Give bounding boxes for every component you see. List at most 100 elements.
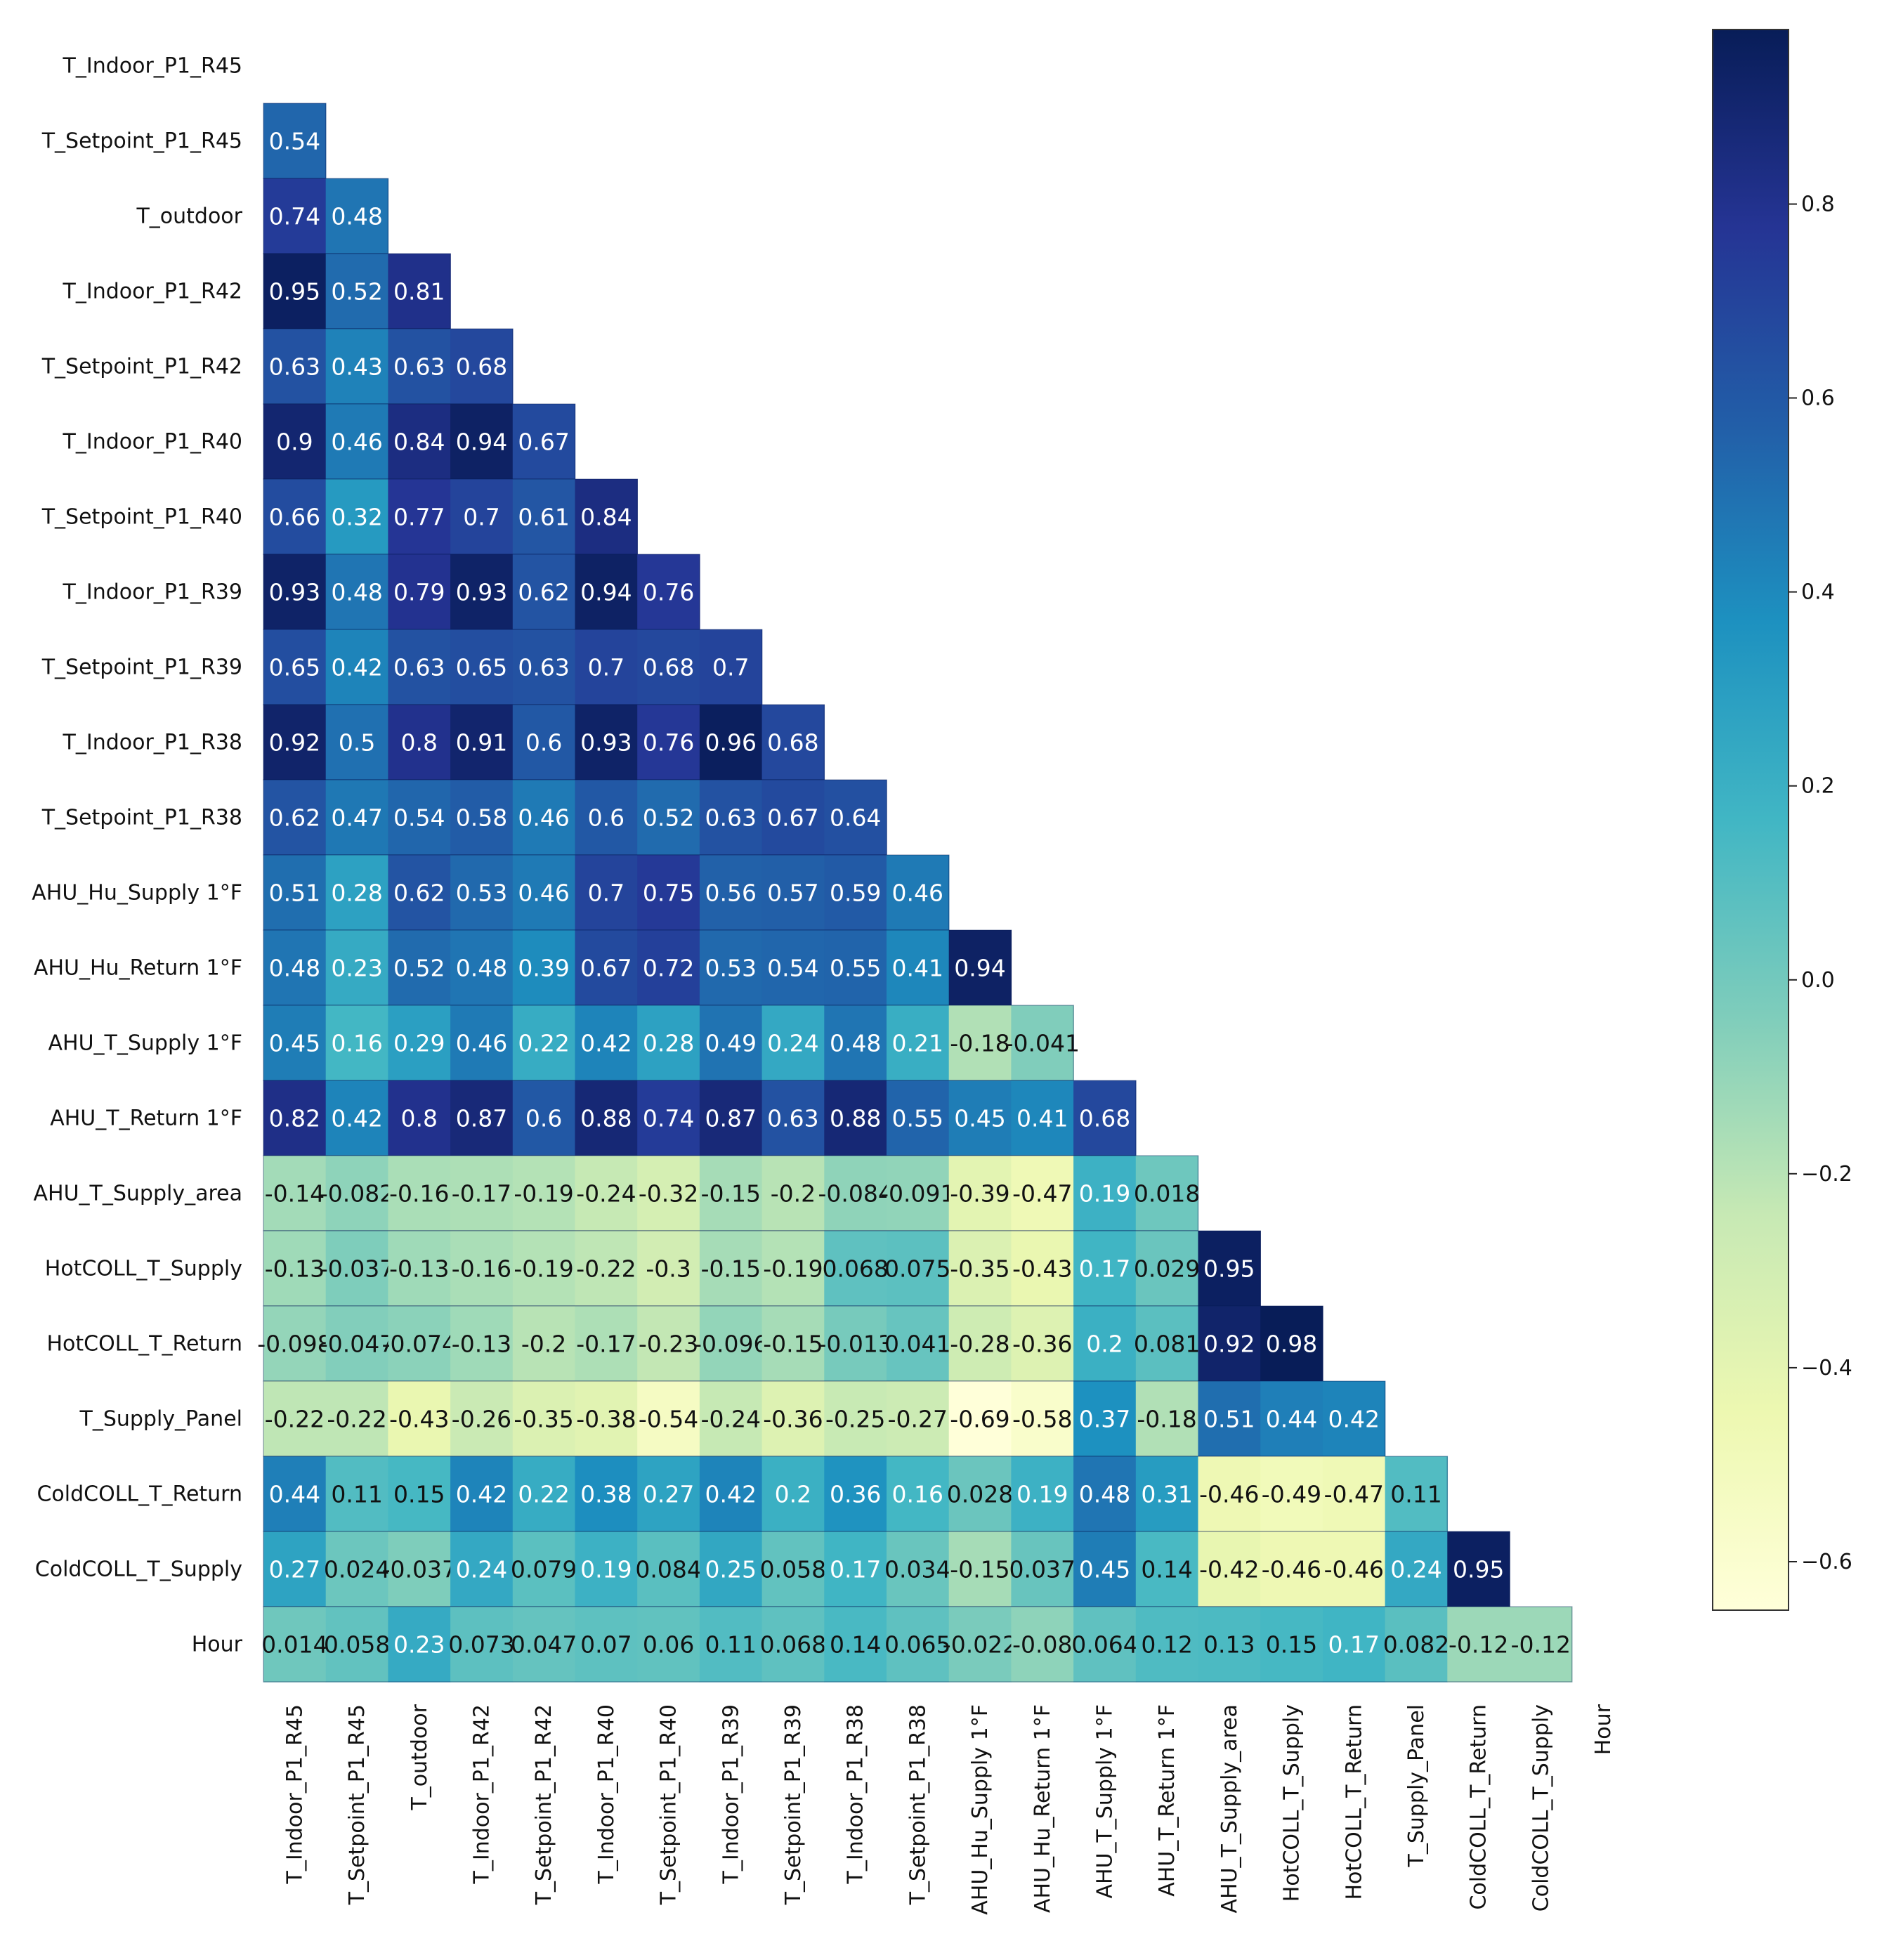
heatmap-cell: [388, 705, 451, 780]
cell-value-label: 0.43: [331, 353, 382, 381]
heatmap-cell: [1198, 1381, 1261, 1457]
heatmap-cell: [388, 1080, 451, 1156]
y-tick-label: T_Setpoint_P1_R45: [41, 129, 242, 154]
heatmap-cell: [450, 855, 514, 931]
cell-value-label: -0.27: [888, 1406, 948, 1433]
cell-value-label: 0.018: [1134, 1180, 1200, 1208]
heatmap-cell: [699, 1456, 763, 1532]
heatmap-cell: [450, 1231, 514, 1307]
cell-value-label: 0.53: [456, 880, 507, 907]
heatmap-cell: [948, 1156, 1012, 1231]
colorbar-tick-label: 0.8: [1801, 192, 1835, 217]
cell-value-label: 0.068: [822, 1255, 888, 1283]
cell-value-label: 0.014: [261, 1631, 327, 1659]
heatmap-cell: [388, 404, 451, 480]
heatmap-cell: [1198, 1231, 1261, 1307]
cell-value-label: 0.45: [954, 1105, 1005, 1132]
x-tick-label: T_Setpoint_P1_R39: [781, 1704, 806, 1905]
y-tick-label: T_Indoor_P1_R40: [63, 430, 242, 455]
heatmap-cell: [325, 554, 388, 630]
cell-value-label: 0.48: [1079, 1481, 1130, 1508]
heatmap-cell: [699, 1005, 763, 1081]
heatmap-cell: [512, 1531, 576, 1607]
x-tick-label: AHU_Hu_Return 1°F: [1031, 1704, 1055, 1913]
cell-value-label: -0.08: [1012, 1631, 1072, 1659]
cell-value-label: 0.92: [1203, 1331, 1255, 1358]
cell-value-label: 0.16: [892, 1481, 943, 1508]
heatmap-cell: [388, 1456, 451, 1532]
heatmap-cell: [388, 1306, 451, 1382]
heatmap-cell: [1135, 1306, 1199, 1382]
cell-value-label: -0.47: [1324, 1481, 1384, 1508]
heatmap-cell: [263, 178, 327, 254]
cell-value-label: 0.94: [954, 955, 1005, 982]
heatmap-cell: [325, 404, 388, 480]
cell-value-label: -0.2: [771, 1180, 816, 1208]
cell-value-label: -0.39: [950, 1180, 1009, 1208]
cell-value-label: -0.19: [763, 1255, 823, 1283]
heatmap-cell: [948, 1381, 1012, 1457]
cell-value-label: 0.082: [1383, 1631, 1449, 1659]
heatmap-cell: [761, 1080, 825, 1156]
heatmap-cell: [263, 930, 327, 1006]
heatmap-cell: [637, 1080, 700, 1156]
cell-value-label: 0.94: [580, 579, 632, 606]
heatmap-cell: [1385, 1607, 1448, 1683]
cell-value-label: -0.38: [576, 1406, 636, 1433]
heatmap-cell: [699, 705, 763, 780]
cell-value-label: 0.53: [705, 955, 757, 982]
heatmap-cell: [1073, 1231, 1137, 1307]
heatmap-cell: [325, 780, 388, 856]
cell-value-label: 0.24: [767, 1030, 818, 1057]
cell-value-label: 0.15: [393, 1481, 445, 1508]
cell-value-label: 0.16: [331, 1030, 382, 1057]
cell-value-label: -0.013: [818, 1331, 893, 1358]
cell-value-label: -0.43: [389, 1406, 449, 1433]
heatmap-cell: [637, 780, 700, 856]
cell-value-label: 0.19: [1016, 1481, 1068, 1508]
cell-value-label: 0.95: [269, 278, 320, 306]
y-tick-label: AHU_Hu_Return 1°F: [34, 956, 242, 981]
heatmap-cell: [450, 629, 514, 705]
cell-value-label: 0.54: [269, 128, 320, 155]
cell-value-label: 0.75: [643, 880, 694, 907]
heatmap-cell: [263, 1531, 327, 1607]
cell-value-label: 0.63: [705, 804, 757, 832]
heatmap-cell: [263, 855, 327, 931]
heatmap-cell: [575, 705, 638, 780]
cell-value-label: 0.068: [760, 1631, 826, 1659]
heatmap-cell: [1073, 1156, 1137, 1231]
cell-value-label: 0.42: [331, 654, 382, 681]
heatmap-cell: [575, 855, 638, 931]
colorbar-tick-label: 0.6: [1801, 386, 1835, 411]
cell-value-label: 0.9: [276, 429, 313, 456]
heatmap-cell: [824, 1531, 887, 1607]
heatmap-cell: [824, 1005, 887, 1081]
cell-value-label: 0.48: [331, 203, 382, 230]
cell-value-label: -0.037: [320, 1255, 394, 1283]
heatmap-cell: [699, 1381, 763, 1457]
cell-value-label: 0.034: [884, 1556, 950, 1583]
cell-value-label: 0.14: [1141, 1556, 1192, 1583]
heatmap-cell: [887, 1381, 950, 1457]
cell-value-label: 0.28: [643, 1030, 694, 1057]
cell-value-label: -0.14: [265, 1180, 325, 1208]
cell-value-label: 0.028: [947, 1481, 1013, 1508]
colorbar-tick-label: 0.4: [1801, 580, 1835, 605]
cell-value-label: 0.63: [518, 654, 569, 681]
y-tick-label: T_outdoor: [136, 204, 242, 229]
cell-value-label: 0.95: [1453, 1556, 1504, 1583]
cell-value-label: 0.27: [269, 1556, 320, 1583]
heatmap-cell: [512, 930, 576, 1006]
cell-value-label: 0.15: [1266, 1631, 1317, 1659]
heatmap-cell: [263, 1306, 327, 1382]
cell-value-label: 0.62: [393, 880, 445, 907]
cell-value-label: 0.67: [767, 804, 818, 832]
heatmap-cell: [637, 1231, 700, 1307]
heatmap-cell: [575, 1456, 638, 1532]
heatmap-cell: [1510, 1607, 1573, 1683]
heatmap-cell: [1198, 1456, 1261, 1532]
heatmap-cell: [1260, 1456, 1323, 1532]
heatmap-cell: [1322, 1531, 1386, 1607]
